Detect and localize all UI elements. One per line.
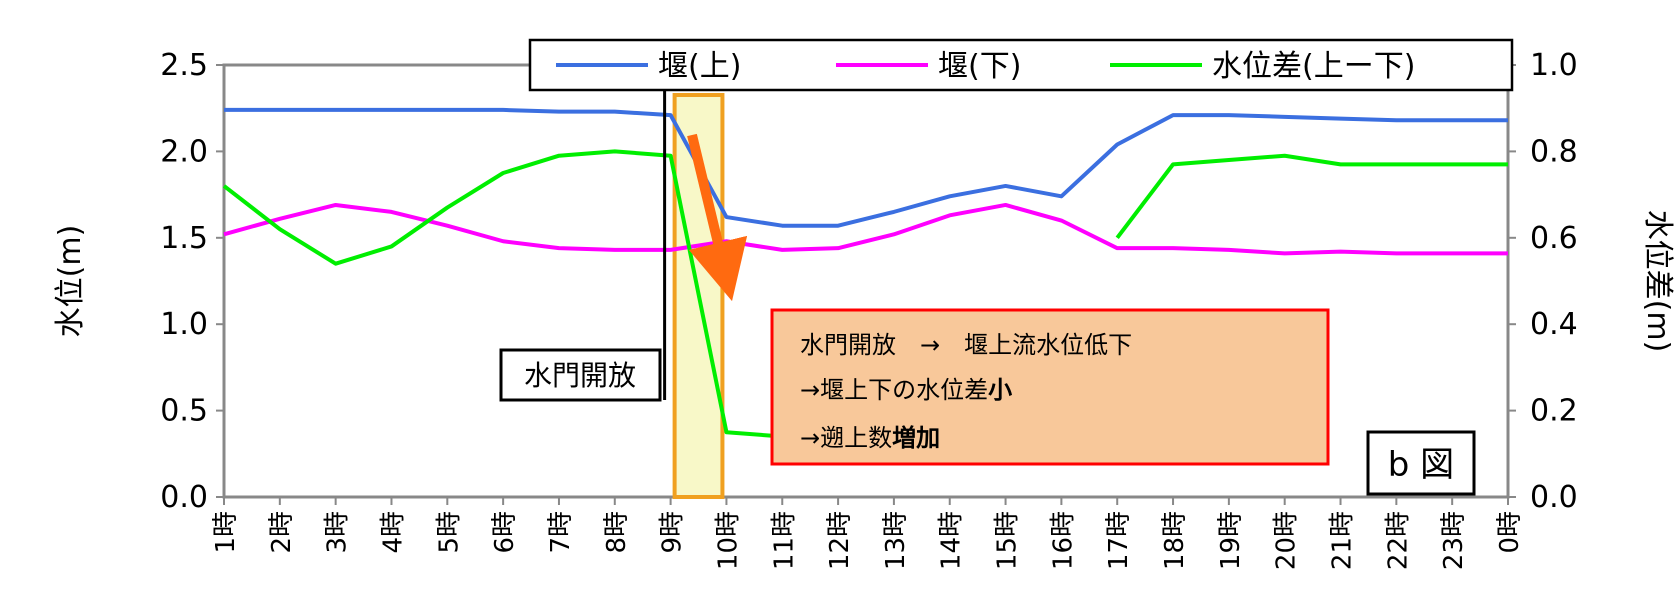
y-right-tick-label: 0.4: [1530, 307, 1578, 342]
x-tick-label: 7時: [546, 511, 576, 554]
y-left-tick-label: 0.0: [160, 480, 208, 515]
x-tick-label: 2時: [267, 511, 297, 554]
x-tick-label: 6時: [490, 511, 520, 554]
y-left-title: 水位(m): [53, 225, 88, 338]
legend: 堰(上) 堰(下) 水位差(上ー下): [528, 38, 1514, 92]
legend-label: 堰(下): [938, 49, 1021, 84]
x-tick-label: 3時: [323, 511, 353, 554]
callout-line: →遡上数増加: [800, 424, 940, 452]
y-left-tick-label: 2.0: [160, 134, 208, 169]
x-tick-label: 13時: [881, 511, 911, 570]
legend-box: [528, 38, 1514, 92]
event-label: 水門開放: [524, 359, 636, 392]
y-left-tick-label: 2.5: [160, 48, 208, 83]
x-tick-label: 17時: [1104, 511, 1134, 570]
panel-label: b 図: [1388, 445, 1454, 485]
x-tick-label: 20時: [1272, 511, 1302, 570]
x-tick-label: 18時: [1160, 511, 1190, 570]
x-tick-label: 14時: [937, 511, 967, 570]
x-tick-label: 1時: [211, 511, 241, 554]
x-tick-label: 12時: [825, 511, 855, 570]
event-label-box: [499, 348, 662, 402]
x-tick-label: 19時: [1216, 511, 1246, 570]
callout: 水門開放 → 堰上流水位低下 →堰上下の水位差小 →遡上数増加: [770, 308, 1330, 466]
y-left-tick-label: 1.0: [160, 307, 208, 342]
y-right-tick-label: 0.6: [1530, 221, 1578, 256]
y-right-title: 水位差(m): [1640, 210, 1675, 353]
series-line-水位差(上ー下): [1115, 153, 1508, 240]
series-line-堰(上): [224, 107, 1508, 228]
x-tick-label: 15時: [993, 511, 1023, 570]
x-tick-label: 11時: [769, 511, 799, 570]
x-tick-label: 10時: [713, 511, 743, 570]
y-right-tick-label: 0.8: [1530, 134, 1578, 169]
drop-arrow: [687, 133, 748, 302]
x-tick-label: 0時: [1495, 511, 1525, 554]
x-tick-label: 9時: [658, 511, 688, 554]
x-tick-label: 8時: [602, 511, 632, 554]
callout-line: →堰上下の水位差小: [800, 376, 1012, 404]
x-tick-label: 4時: [378, 511, 408, 554]
panel-label-box: [1366, 430, 1476, 496]
x-tick-label: 22時: [1383, 511, 1413, 570]
series-line-堰(下): [223, 202, 1508, 256]
y-right-tick-label: 0.2: [1530, 394, 1578, 429]
legend-label: 堰(上): [658, 49, 741, 84]
x-tick-label: 16時: [1048, 511, 1078, 570]
x-tick-label: 21時: [1328, 511, 1358, 570]
y-left-tick-label: 0.5: [160, 394, 208, 429]
x-tick-label: 5時: [434, 511, 464, 554]
y-left-tick-label: 1.5: [160, 221, 208, 256]
callout-line: 水門開放 → 堰上流水位低下: [800, 331, 1132, 359]
x-tick-label: 23時: [1439, 511, 1469, 570]
y-right-tick-label: 1.0: [1530, 48, 1578, 83]
y-right-tick-label: 0.0: [1530, 480, 1578, 515]
legend-label: 水位差(上ー下): [1212, 49, 1415, 84]
callout-box: [770, 308, 1330, 466]
